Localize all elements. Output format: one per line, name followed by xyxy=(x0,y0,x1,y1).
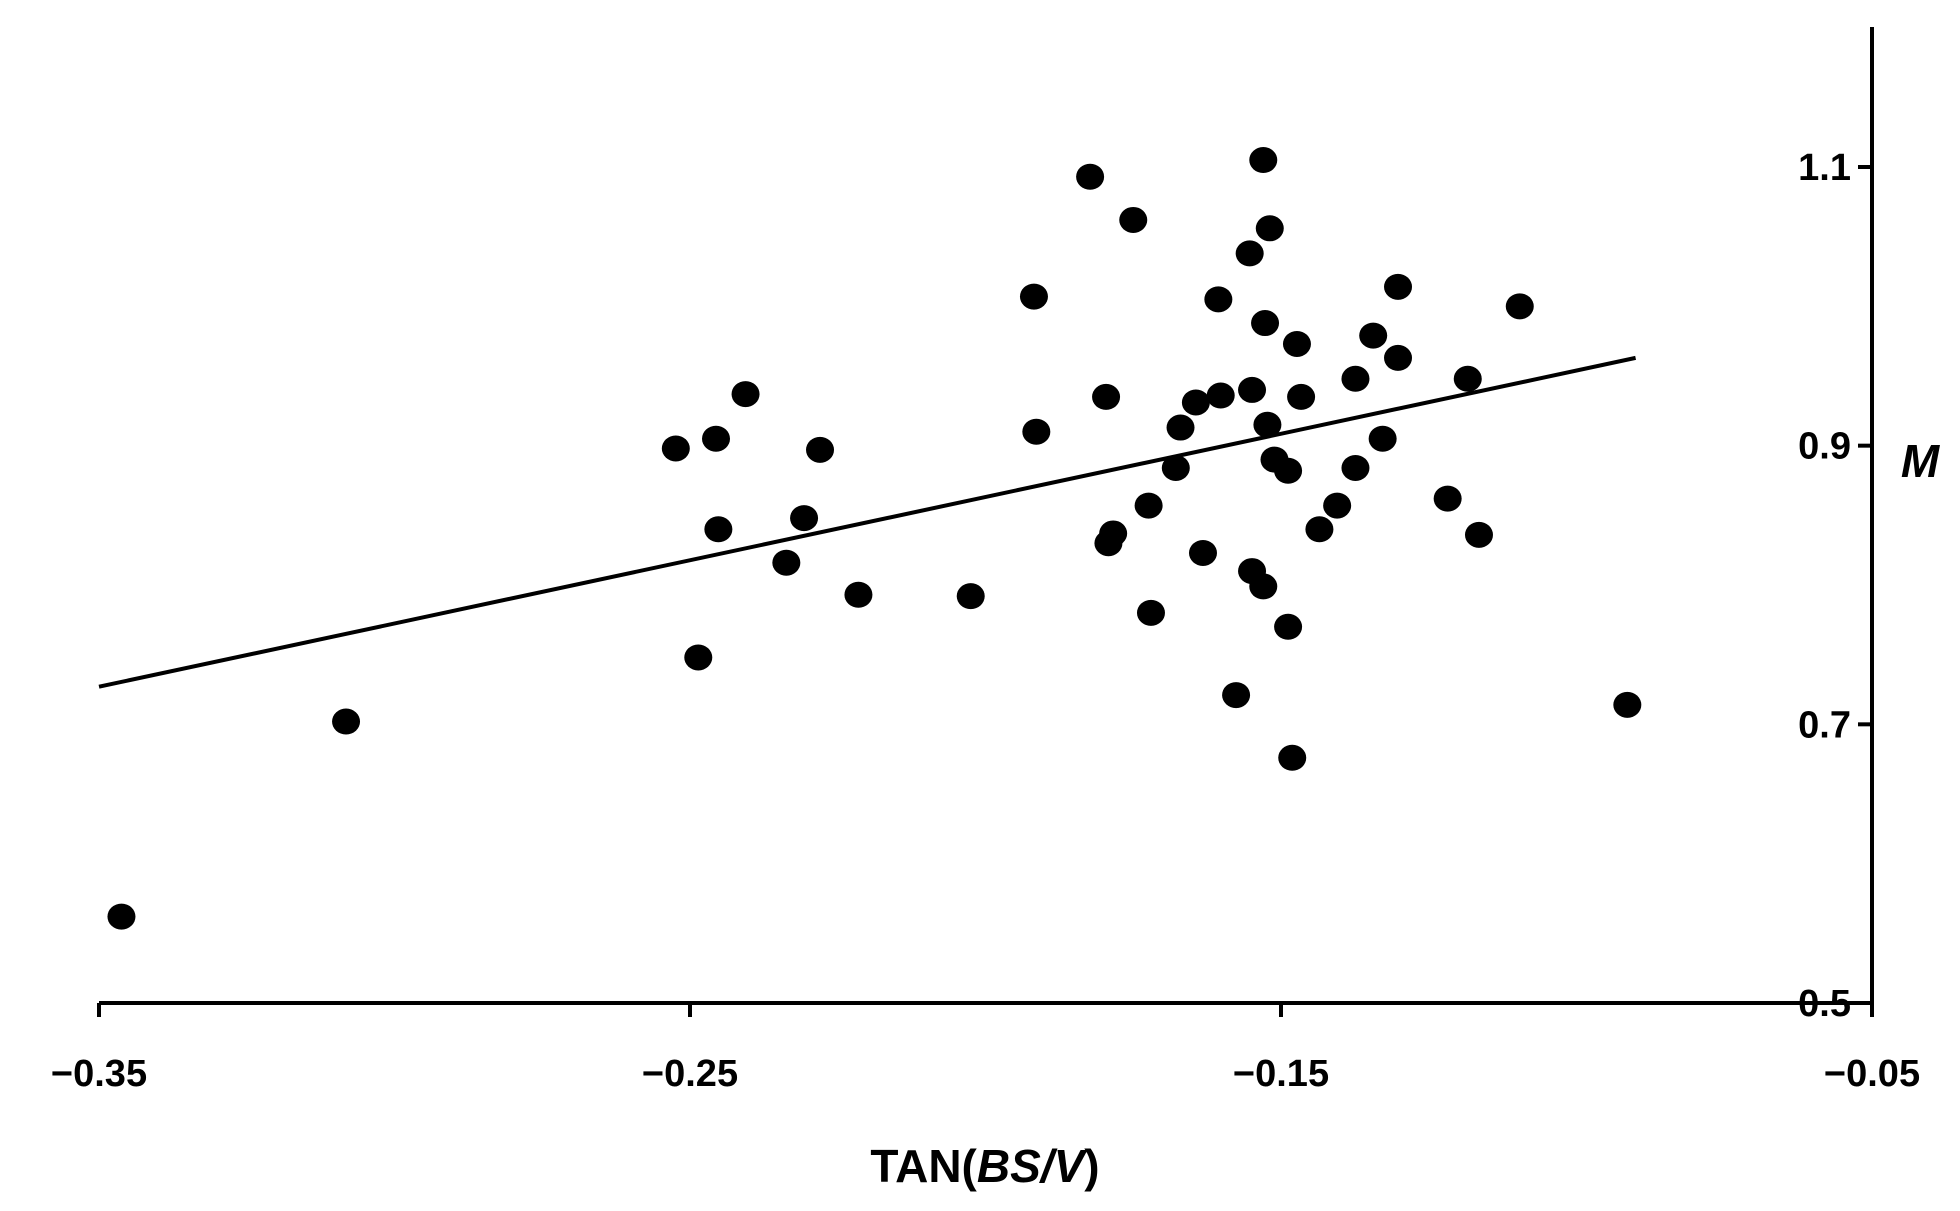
data-point xyxy=(844,581,873,608)
x-ticks: −0.35 −0.25 −0.15 −0.05 xyxy=(51,1003,1920,1095)
data-point xyxy=(1253,411,1282,438)
trendline-group xyxy=(98,355,1637,689)
y-tick-label: 0.7 xyxy=(1798,704,1851,746)
data-point xyxy=(731,381,760,408)
data-point xyxy=(1092,383,1121,410)
y-tick-label: 1.1 xyxy=(1798,147,1851,189)
x-tick-label: −0.15 xyxy=(1233,1053,1329,1095)
data-point xyxy=(1251,310,1280,337)
data-point xyxy=(1323,492,1352,519)
data-point xyxy=(1287,383,1316,410)
trendline xyxy=(98,355,1637,689)
data-point xyxy=(1368,425,1397,452)
data-point xyxy=(1206,382,1235,409)
data-points xyxy=(107,147,1642,930)
data-point xyxy=(1341,365,1370,392)
data-point xyxy=(1282,330,1311,357)
y-tick-label: 0.5 xyxy=(1798,983,1851,1025)
data-point xyxy=(661,435,690,462)
data-point xyxy=(1166,414,1195,441)
data-point xyxy=(1384,273,1413,300)
data-point xyxy=(684,644,713,671)
x-tick-label: −0.35 xyxy=(51,1053,147,1095)
data-point xyxy=(1274,613,1303,640)
data-point xyxy=(1204,286,1233,313)
data-point xyxy=(1181,389,1210,416)
data-point xyxy=(702,425,731,452)
x-tick-label: −0.05 xyxy=(1824,1053,1920,1095)
data-point xyxy=(704,516,733,543)
data-point xyxy=(806,436,835,463)
data-point xyxy=(1136,599,1165,626)
data-point xyxy=(1238,376,1267,403)
data-point xyxy=(1464,521,1493,548)
data-point xyxy=(772,549,801,576)
data-point xyxy=(956,583,985,610)
data-point xyxy=(1341,454,1370,481)
data-point xyxy=(1384,344,1413,371)
data-point xyxy=(790,505,819,532)
data-point xyxy=(1076,163,1105,190)
y-tick-label: 0.9 xyxy=(1798,426,1851,468)
data-point xyxy=(1222,682,1251,709)
data-point xyxy=(1305,516,1334,543)
data-point xyxy=(1119,206,1148,233)
y-axis-label: M xyxy=(1901,435,1941,487)
data-point xyxy=(1613,691,1642,718)
y-ticks: 0.5 0.7 0.9 1.1 xyxy=(1798,147,1872,1025)
data-point xyxy=(1453,365,1482,392)
data-point xyxy=(1249,147,1278,174)
data-point xyxy=(1235,240,1264,267)
data-point xyxy=(1249,573,1278,600)
data-point xyxy=(1274,457,1303,484)
data-point xyxy=(1188,539,1217,566)
data-point xyxy=(1099,520,1128,547)
data-point xyxy=(1359,322,1388,349)
data-point xyxy=(107,903,136,930)
data-point xyxy=(1022,418,1051,445)
data-point xyxy=(1134,492,1163,519)
data-point xyxy=(1161,454,1190,481)
data-point xyxy=(1019,283,1048,310)
data-point xyxy=(1255,215,1284,242)
data-point xyxy=(1505,293,1534,320)
x-tick-label: −0.25 xyxy=(642,1053,738,1095)
data-point xyxy=(1278,744,1307,771)
data-point xyxy=(332,708,361,735)
x-axis-label: TAN(BS/V) xyxy=(870,1140,1099,1192)
data-point xyxy=(1433,485,1462,512)
axes xyxy=(99,27,1874,1005)
